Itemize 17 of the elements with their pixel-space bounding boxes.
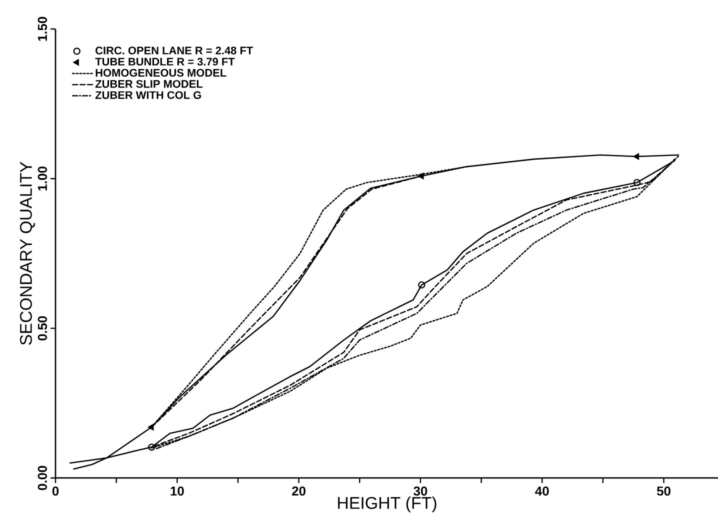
x-tick-label: 40 [535, 486, 549, 496]
x-tick-label: 10 [170, 486, 184, 496]
x-tick-label: 20 [292, 486, 306, 496]
legend-label: ZUBER WITH COL G [95, 91, 201, 99]
y-tick-label: 0.50 [38, 316, 48, 340]
x-axis-title: HEIGHT (FT) [338, 496, 436, 512]
y-tick-label: 1.50 [38, 16, 48, 41]
x-tick-label: 50 [656, 486, 670, 496]
legend-label: ZUBER SLIP MODEL [95, 80, 203, 88]
legend-label: HOMOGENEOUS MODEL [96, 68, 226, 77]
x-tick-label: 0 [52, 486, 59, 496]
x-tick-label: 30 [414, 486, 428, 496]
y-tick-label: 1.00 [38, 166, 48, 190]
y-axis-title: SECONDARY QUALITY [20, 162, 35, 345]
legend-label: CIRC. OPEN LANE R = 2.48 FT [96, 46, 253, 54]
y-tick-label: 0.00 [38, 466, 48, 490]
legend-label: TUBE BUNDLE R = 3.79 FT [95, 58, 235, 66]
